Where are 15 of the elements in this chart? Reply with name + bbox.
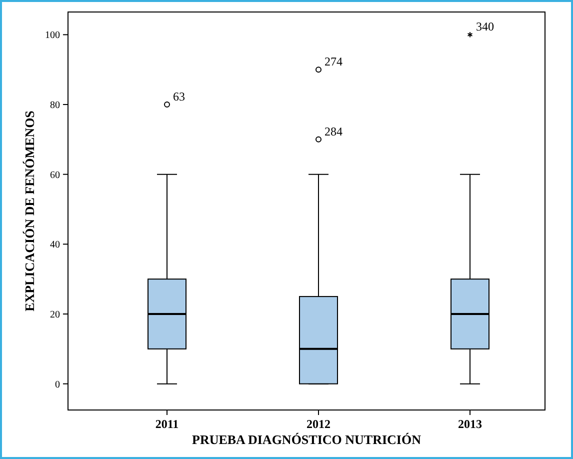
y-tick-label: 80 (50, 100, 60, 112)
y-tick-label: 20 (50, 309, 60, 320)
x-tick-label: 2011 (155, 417, 179, 431)
x-tick-label: 2013 (458, 417, 482, 431)
annotation: 63 (173, 90, 185, 104)
y-tick-label: 60 (50, 170, 60, 181)
y-tick-label: 100 (45, 30, 60, 42)
y-tick-label: 40 (50, 240, 60, 251)
annotation: 284 (324, 124, 342, 138)
annotation: 274 (324, 54, 342, 69)
x-axis-title: PRUEBA DIAGNÓSTICO NUTRICIÓN (192, 432, 422, 447)
y-axis-title: EXPLICACIÓN DE FENÓMENOS (22, 110, 37, 312)
x-tick-label: 2012 (306, 417, 330, 431)
annotation: 340 (476, 20, 494, 34)
y-tick-label: 0 (55, 379, 60, 390)
